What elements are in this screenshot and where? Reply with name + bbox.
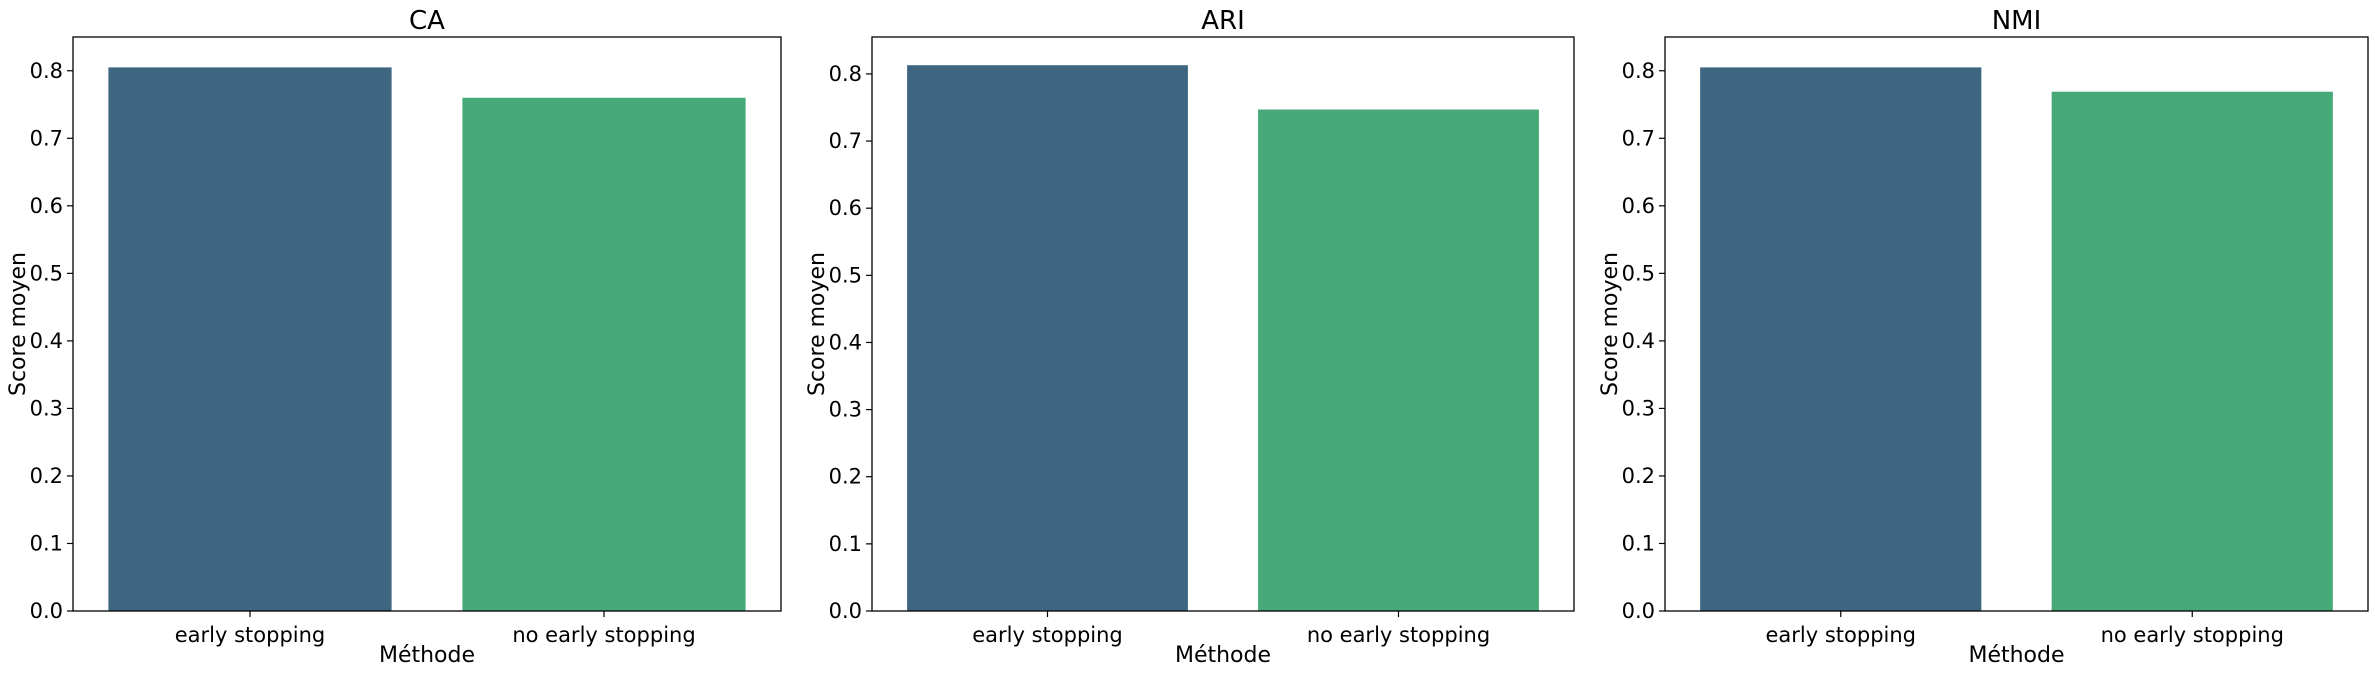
x-tick-label: no early stopping (512, 623, 695, 647)
y-tick-label: 0.5 (1622, 261, 1655, 285)
y-tick-label: 0.4 (30, 329, 63, 353)
y-tick-label: 0.4 (1622, 329, 1655, 353)
x-tick-label: no early stopping (1307, 623, 1490, 647)
chart-title: NMI (1992, 6, 2042, 36)
y-tick-label: 0.7 (30, 126, 63, 150)
y-tick-label: 0.3 (829, 398, 862, 422)
bar-no-early-stopping (2051, 91, 2333, 611)
y-tick-label: 0.6 (1622, 194, 1655, 218)
x-tick-label: early stopping (175, 623, 326, 647)
y-axis-label: Score moyen (1598, 252, 1623, 396)
y-tick-label: 0.3 (30, 396, 63, 420)
x-axis-label: Méthode (1968, 643, 2064, 668)
x-axis-label: Méthode (379, 643, 475, 668)
y-tick-label: 0.7 (1622, 126, 1655, 150)
y-tick-label: 0.8 (30, 59, 63, 83)
bar-early-stopping (1700, 67, 1982, 611)
y-tick-label: 0.5 (30, 261, 63, 285)
x-tick-label: no early stopping (2101, 623, 2284, 647)
bar-early-stopping (907, 65, 1188, 612)
y-tick-label: 0.8 (1622, 59, 1655, 83)
y-tick-label: 0.7 (829, 129, 862, 153)
y-tick-label: 0.0 (829, 599, 862, 623)
y-tick-label: 0.1 (1622, 531, 1655, 555)
plot-frame (1664, 36, 2369, 612)
x-tick-label: early stopping (972, 623, 1123, 647)
y-tick-label: 0.6 (30, 194, 63, 218)
chart-panel-ca: early stopping no early stopping 0.0 0.1 0.2… (6, 6, 782, 668)
plot-frame (72, 36, 782, 612)
y-axis-label: Score moyen (6, 252, 31, 396)
bar-no-early-stopping (1258, 109, 1539, 612)
chart-title: ARI (1201, 6, 1245, 36)
y-tick-label: 0.2 (1622, 464, 1655, 488)
bar-early-stopping (108, 67, 392, 611)
y-tick-label: 0.1 (30, 531, 63, 555)
y-tick-label: 0.0 (1622, 599, 1655, 623)
x-axis-label: Méthode (1175, 643, 1271, 668)
y-tick-label: 0.0 (30, 599, 63, 623)
chart-title: CA (409, 6, 445, 36)
y-axis-label: Score moyen (805, 252, 830, 396)
y-tick-label: 0.2 (30, 464, 63, 488)
y-tick-label: 0.3 (1622, 396, 1655, 420)
y-tick-label: 0.5 (829, 263, 862, 287)
chart-panel-nmi: early stopping no early stopping 0.0 0.1 0.2… (1598, 6, 2369, 668)
plot-frame (871, 36, 1575, 612)
y-tick-label: 0.1 (829, 532, 862, 556)
chart-panel-ari: early stopping no early stopping 0.0 0.1 0.2… (805, 6, 1575, 668)
y-tick-label: 0.6 (829, 196, 862, 220)
x-tick-label: early stopping (1765, 623, 1916, 647)
bar-no-early-stopping (462, 97, 746, 611)
y-tick-label: 0.8 (829, 62, 862, 86)
y-tick-label: 0.2 (829, 465, 862, 489)
y-tick-label: 0.4 (829, 330, 862, 354)
